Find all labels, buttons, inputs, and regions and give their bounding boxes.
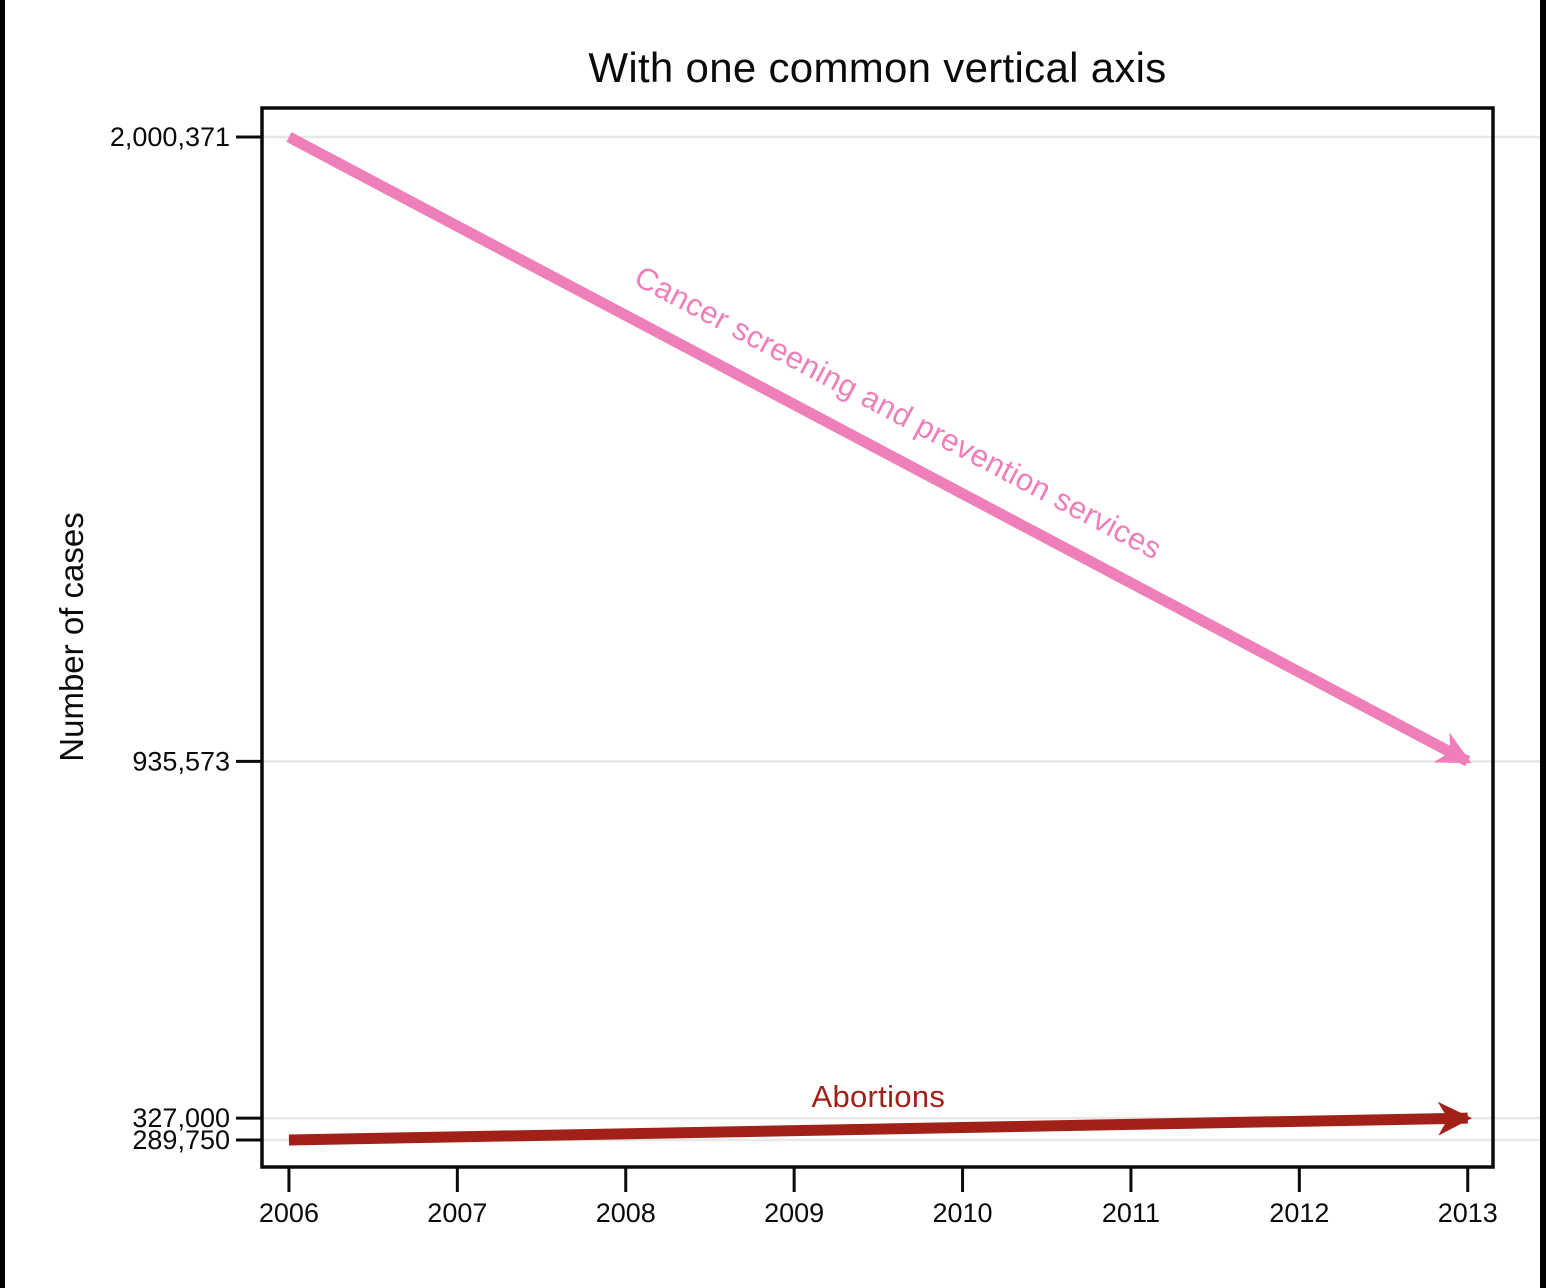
series-label-abortions: Abortions <box>811 1079 946 1115</box>
chart-title: With one common vertical axis <box>588 44 1167 91</box>
x-tick-label: 2009 <box>764 1198 824 1228</box>
x-tick-label: 2010 <box>933 1198 993 1228</box>
left-edge-bar <box>0 0 5 1288</box>
series-line-1 <box>288 1101 1472 1146</box>
plot-border <box>260 106 1495 1169</box>
x-tick-label: 2008 <box>596 1198 656 1228</box>
x-tick-label: 2012 <box>1269 1198 1329 1228</box>
series-line-0 <box>286 132 1472 767</box>
y-tick-label: 327,000 <box>132 1103 230 1133</box>
right-edge-bar <box>1540 0 1546 1288</box>
x-tick-label: 2011 <box>1102 1198 1160 1228</box>
y-tick-label: 289,750 <box>132 1125 230 1155</box>
x-tick-label: 2007 <box>427 1198 487 1228</box>
x-tick-label: 2006 <box>259 1198 319 1228</box>
y-tick-label: 935,573 <box>132 746 230 776</box>
y-tick-label: 2,000,371 <box>110 122 230 152</box>
x-tick-label: 2013 <box>1438 1198 1498 1228</box>
